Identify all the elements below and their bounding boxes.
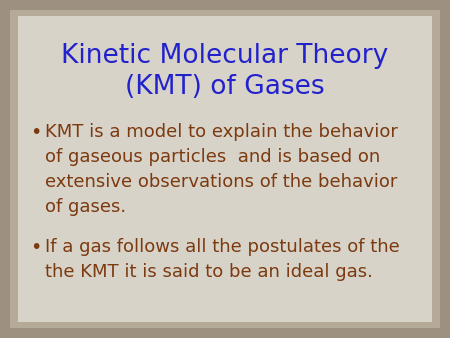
Text: KMT is a model to explain the behavior
of gaseous particles  and is based on
ext: KMT is a model to explain the behavior o… — [45, 123, 398, 216]
Text: If a gas follows all the postulates of the
the KMT it is said to be an ideal gas: If a gas follows all the postulates of t… — [45, 238, 400, 281]
Text: •: • — [30, 238, 41, 257]
Text: •: • — [30, 123, 41, 142]
FancyBboxPatch shape — [18, 16, 432, 322]
Text: Kinetic Molecular Theory
(KMT) of Gases: Kinetic Molecular Theory (KMT) of Gases — [61, 43, 389, 100]
FancyBboxPatch shape — [10, 10, 440, 328]
